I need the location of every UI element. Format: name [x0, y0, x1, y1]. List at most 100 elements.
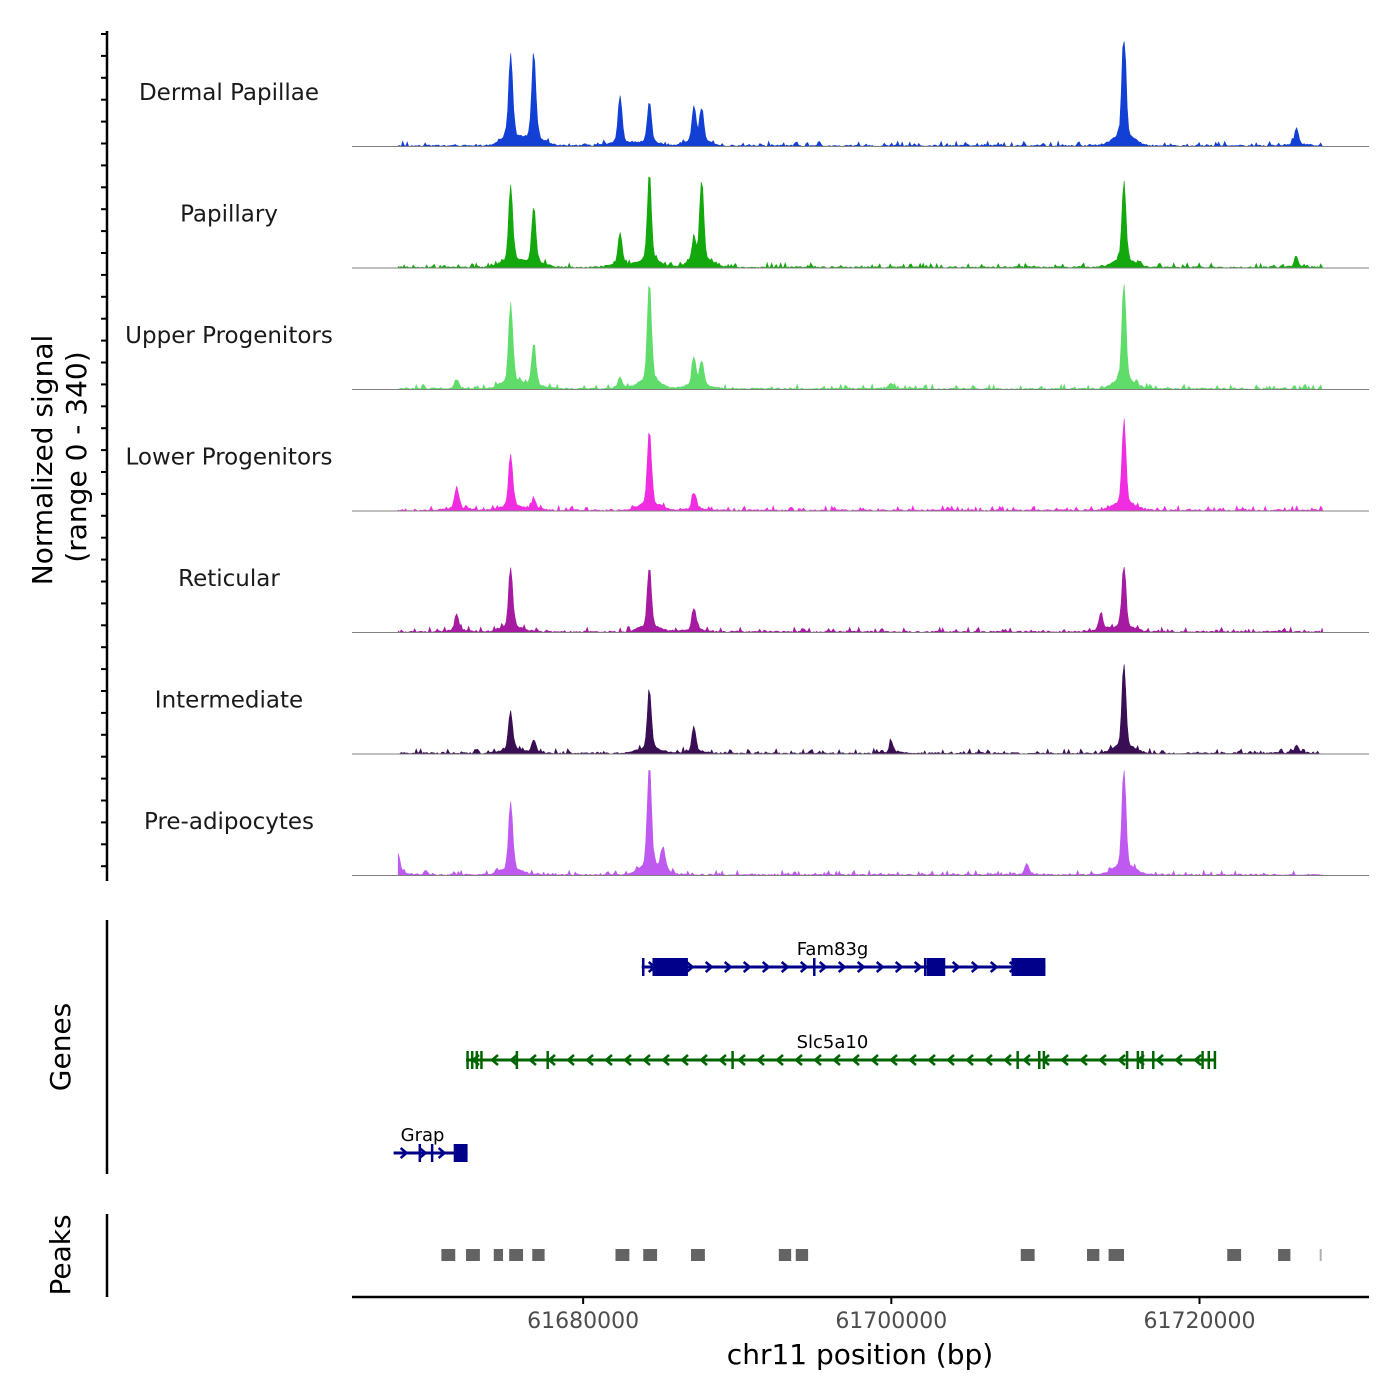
strand-arrow: [965, 1054, 974, 1066]
strand-arrow: [875, 961, 885, 973]
strand-arrow: [913, 961, 923, 973]
peak-region: [1319, 1249, 1322, 1261]
strand-arrow: [704, 961, 714, 973]
peak-regions: [441, 1249, 1322, 1261]
strand-arrow: [946, 1054, 955, 1066]
strand-arrow: [851, 1054, 860, 1066]
peak-region: [441, 1249, 456, 1261]
gene-annotations: Fam83g Slc5a10 Grap: [393, 939, 1217, 1162]
track-dermal-papillae: Dermal Papillae: [139, 41, 1369, 147]
peak-region: [643, 1249, 658, 1261]
x-axis-title: chr11 position (bp): [727, 1338, 993, 1371]
peak-region: [1227, 1249, 1242, 1261]
strand-arrow: [970, 961, 980, 973]
gene-grap: Grap: [393, 1125, 468, 1162]
strand-arrow: [889, 1054, 898, 1066]
strand-arrow: [837, 961, 847, 973]
strand-arrow: [623, 1054, 632, 1066]
strand-arrow: [989, 961, 999, 973]
strand-arrow: [604, 1054, 613, 1066]
track-lower-progenitors: Lower Progenitors: [126, 418, 1369, 512]
strand-arrow: [1098, 1054, 1107, 1066]
strand-arrow: [1117, 1054, 1126, 1066]
track-label: Intermediate: [155, 688, 303, 714]
strand-arrow: [794, 1054, 803, 1066]
strand-arrow: [1060, 1054, 1069, 1066]
signal-area: [397, 566, 1324, 634]
track-upper-progenitors: Upper Progenitors: [125, 284, 1369, 391]
peak-region: [615, 1249, 630, 1261]
x-tick-label: 61720000: [1144, 1309, 1256, 1334]
strand-arrow: [951, 961, 961, 973]
peaks-panel-title: Peaks: [44, 1214, 77, 1295]
strand-arrow: [818, 961, 828, 973]
strand-arrow: [585, 1054, 594, 1066]
strand-arrow: [832, 1054, 841, 1066]
track-label: Reticular: [178, 566, 280, 592]
strand-arrow: [685, 961, 695, 973]
track-reticular: Reticular: [178, 566, 1369, 634]
signal-area: [397, 176, 1324, 269]
strand-arrow: [699, 1054, 708, 1066]
peak-region: [509, 1249, 524, 1261]
genes-panel-title: Genes: [44, 1003, 77, 1091]
exon-block: [1011, 958, 1046, 976]
peak-region: [532, 1249, 545, 1261]
strand-arrow: [566, 1054, 575, 1066]
peak-region: [691, 1249, 705, 1261]
strand-arrow: [509, 1054, 518, 1066]
signal-area: [397, 284, 1323, 391]
strand-arrow: [418, 1147, 428, 1159]
peak-region: [493, 1249, 504, 1261]
strand-arrow: [813, 1054, 822, 1066]
gene-label: Grap: [401, 1125, 445, 1146]
x-tick-label: 61680000: [527, 1309, 639, 1334]
strand-arrow: [870, 1054, 879, 1066]
track-label: Pre-adipocytes: [144, 809, 314, 835]
signal-area: [397, 770, 1324, 877]
strand-arrow: [528, 1054, 537, 1066]
signal-y-ticks: [101, 33, 107, 868]
track-label: Lower Progenitors: [126, 445, 333, 471]
track-label: Dermal Papillae: [139, 80, 319, 106]
y-axis-title-line1: Normalized signal: [26, 335, 59, 586]
strand-arrow: [723, 961, 733, 973]
signal-area: [397, 664, 1323, 755]
strand-arrow: [661, 1054, 670, 1066]
strand-arrow: [856, 961, 866, 973]
peak-region: [1108, 1249, 1124, 1261]
strand-arrow: [437, 1147, 447, 1159]
track-label: Upper Progenitors: [125, 323, 333, 349]
track-pre-adipocytes: Pre-adipocytes: [144, 770, 1369, 877]
strand-arrow: [799, 961, 809, 973]
gene-label: Fam83g: [797, 939, 869, 960]
strand-arrow: [1155, 1054, 1164, 1066]
strand-arrow: [761, 961, 771, 973]
signal-area: [397, 41, 1324, 147]
strand-arrow: [1003, 1054, 1012, 1066]
track-intermediate: Intermediate: [155, 664, 1369, 755]
strand-arrow: [1079, 1054, 1088, 1066]
strand-arrow: [742, 961, 752, 973]
peak-region: [778, 1249, 792, 1261]
strand-arrow: [775, 1054, 784, 1066]
strand-arrow: [908, 1054, 917, 1066]
track-papillary: Papillary: [180, 176, 1369, 269]
strand-arrow: [1193, 1054, 1202, 1066]
strand-arrow: [680, 1054, 689, 1066]
peak-region: [1087, 1249, 1100, 1261]
strand-arrow: [756, 1054, 765, 1066]
peak-region: [1020, 1249, 1035, 1261]
exon-block: [652, 958, 688, 976]
peak-region: [1278, 1249, 1291, 1261]
gene-slc5a10: Slc5a10: [466, 1032, 1217, 1069]
strand-arrow: [718, 1054, 727, 1066]
y-axis-title-line2: (range 0 - 340): [60, 351, 93, 562]
strand-arrow: [780, 961, 790, 973]
peak-region: [795, 1249, 809, 1261]
strand-arrow: [737, 1054, 746, 1066]
x-axis-ticks: 61680000 61700000 61720000: [527, 1297, 1255, 1334]
strand-arrow: [490, 1054, 499, 1066]
x-tick-label: 61700000: [835, 1309, 947, 1334]
